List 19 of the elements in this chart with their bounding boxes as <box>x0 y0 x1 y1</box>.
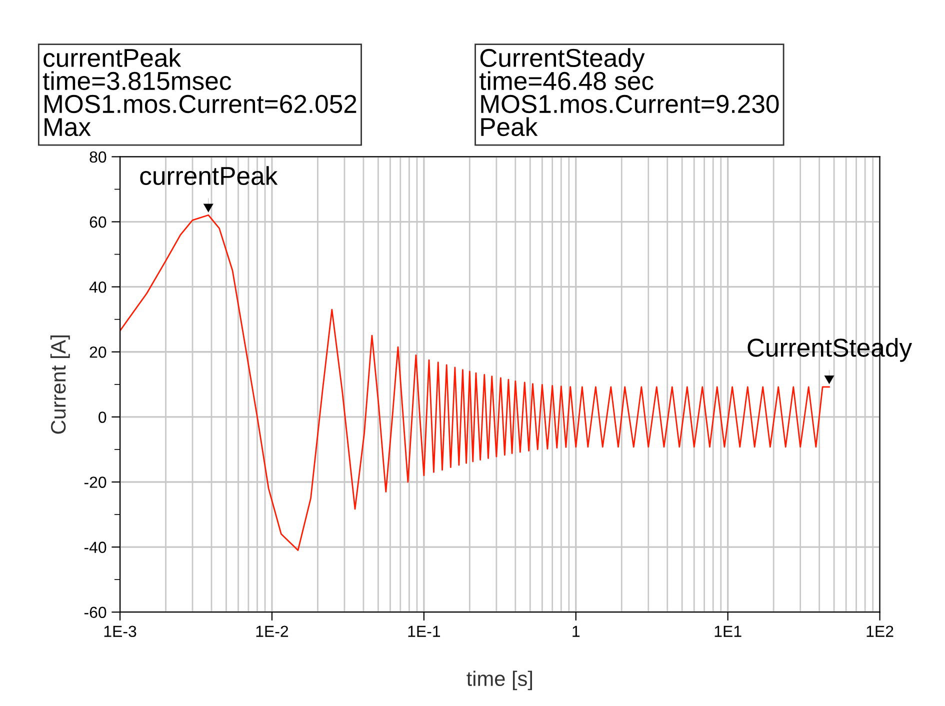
y-tick-label: 40 <box>89 281 106 293</box>
y-tick-label: 60 <box>90 216 106 228</box>
x-tick-label: 1E1 <box>714 626 742 637</box>
x-tick-label: 1E-1 <box>408 626 440 637</box>
text: currentPeak time=3.815msec MOS1.mos.Current=62.052 Max <box>42 48 356 136</box>
y-tick-label: -40 <box>84 542 106 553</box>
y-tick-label: -20 <box>84 476 106 488</box>
x-tick-label: 1 <box>572 626 580 637</box>
annotation: currentPeak <box>140 166 278 186</box>
y-tick-label: -60 <box>84 606 106 618</box>
y-tick-label: 20 <box>90 346 106 358</box>
x-axis-title: time [s] <box>466 670 532 690</box>
y-tick-label: 0 <box>98 412 106 423</box>
y-tick-label: 80 <box>90 151 106 163</box>
x-tick-label: 1E2 <box>866 626 894 637</box>
x-tick-label: 1E-3 <box>104 626 136 638</box>
y-axis-title: Current [A] <box>50 336 70 434</box>
x-tick-label: 1E-2 <box>256 626 288 637</box>
text: CurrentSteady time=46.48 sec MOS1.mos.Current=9.230 Peak <box>480 48 779 136</box>
